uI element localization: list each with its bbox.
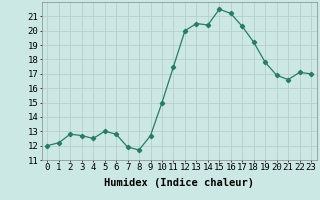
X-axis label: Humidex (Indice chaleur): Humidex (Indice chaleur) bbox=[104, 178, 254, 188]
